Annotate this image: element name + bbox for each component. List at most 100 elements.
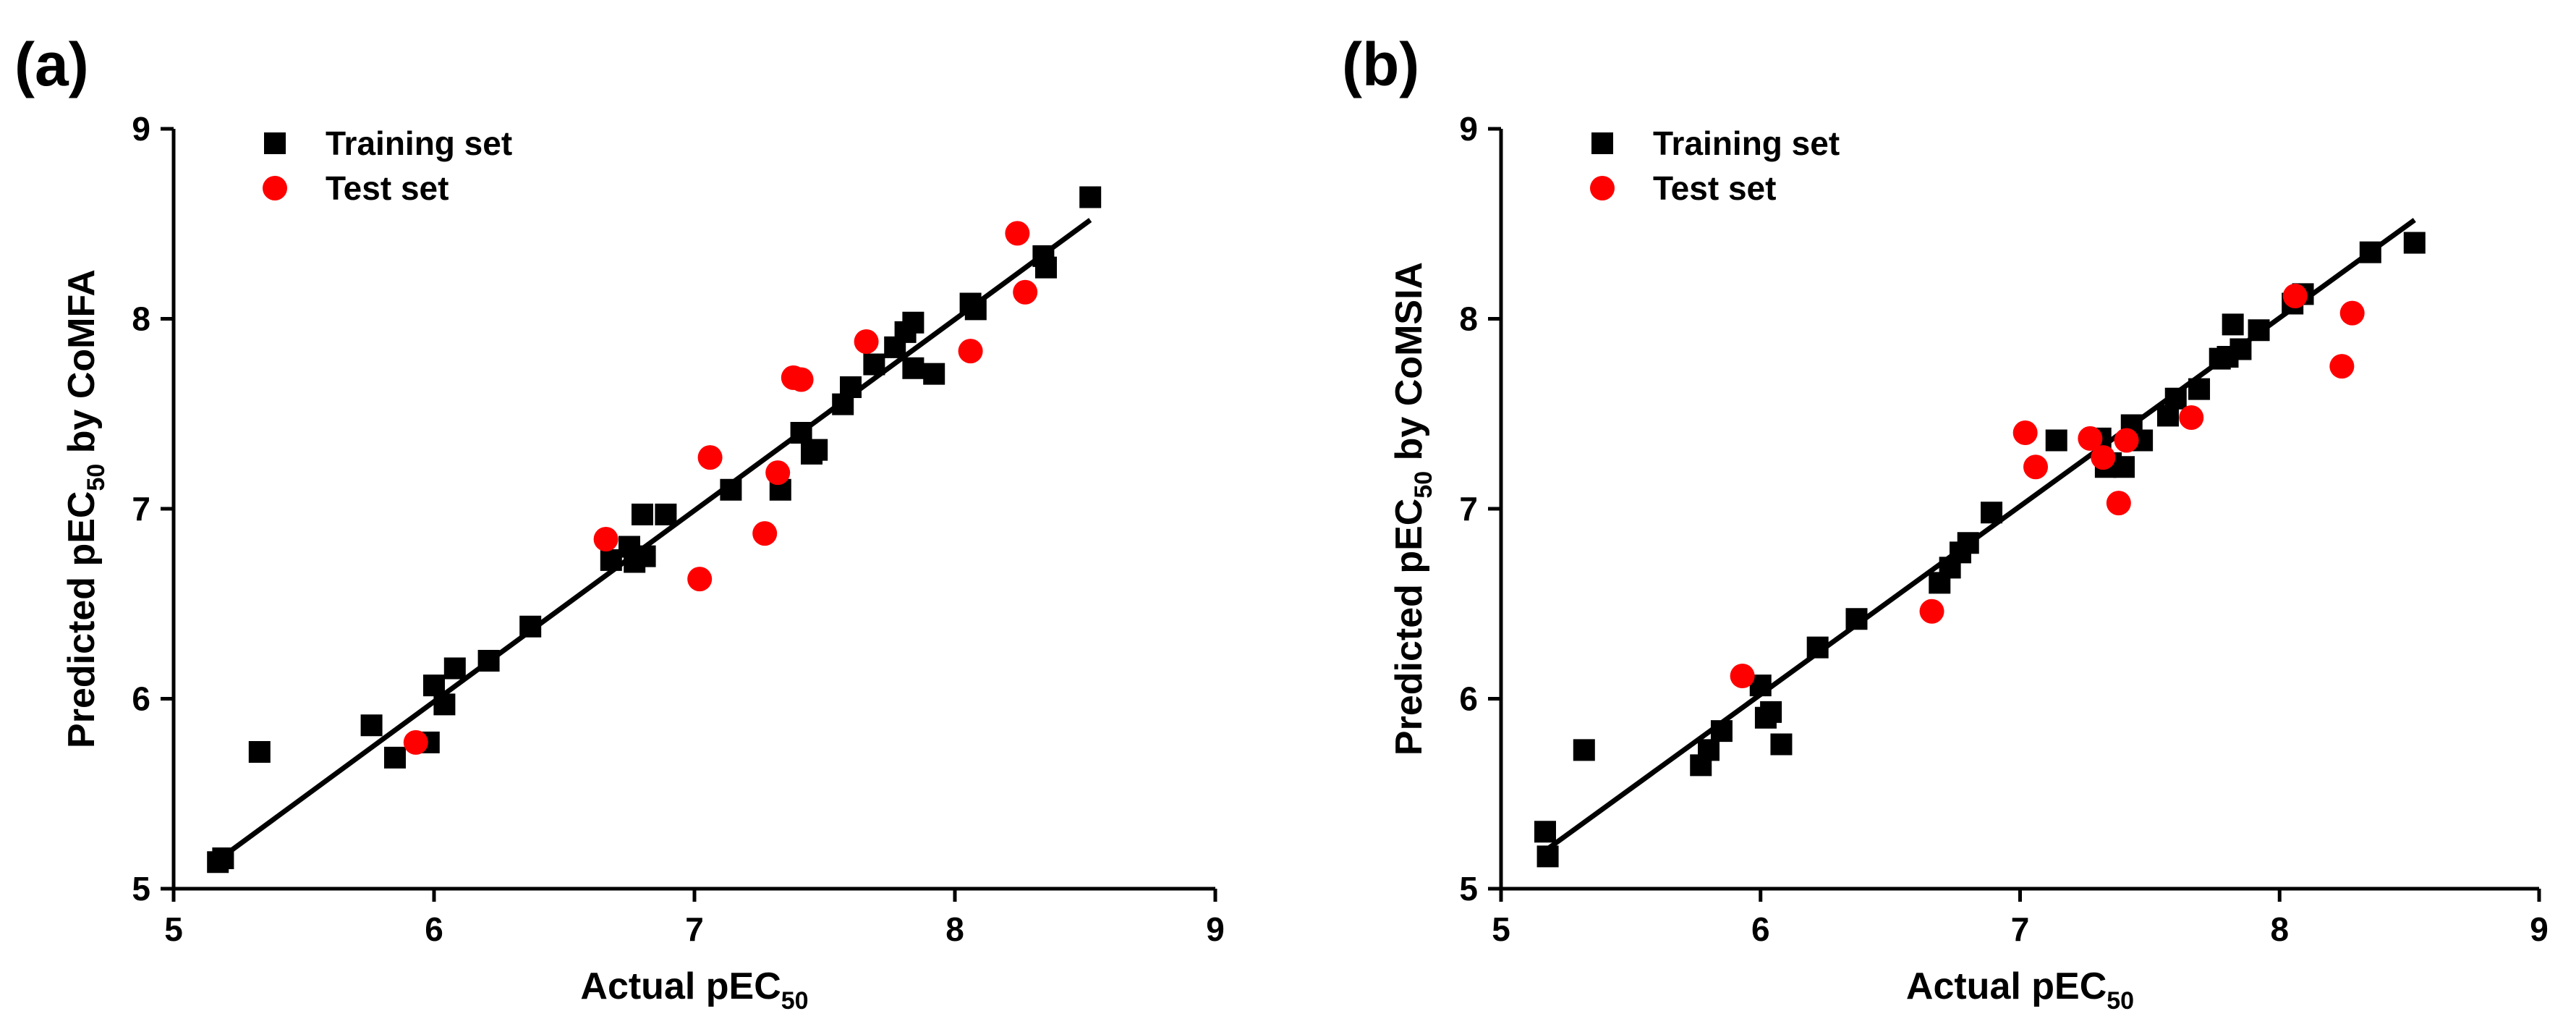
legend-square-marker <box>1591 132 1613 154</box>
test-point <box>2114 428 2139 453</box>
panel-label: (a) <box>14 30 89 98</box>
training-point <box>519 615 542 638</box>
training-point <box>1845 608 1868 630</box>
training-point <box>2045 429 2067 452</box>
training-point <box>2113 456 2135 478</box>
training-point <box>1573 739 1595 761</box>
test-point <box>1730 664 1755 688</box>
y-tick-label: 5 <box>1459 870 1478 908</box>
test-point <box>593 527 619 551</box>
legend-square-marker <box>264 132 286 154</box>
training-point <box>902 357 924 379</box>
training-point <box>655 503 677 525</box>
training-point <box>1981 502 2003 524</box>
x-axis-title-main: Actual pEC <box>1906 965 2107 1007</box>
training-point <box>720 478 742 501</box>
x-axis-title-subscript: 50 <box>2107 987 2134 1015</box>
test-point <box>2339 300 2365 326</box>
x-axis-title: Actual pEC50 <box>580 965 808 1015</box>
test-point <box>2179 405 2204 430</box>
x-axis-title-subscript: 50 <box>781 987 809 1015</box>
test-point <box>1005 221 1030 246</box>
legend-circle-marker <box>1590 176 1615 200</box>
training-point <box>634 545 656 567</box>
y-axis-title-subscript: 50 <box>82 464 110 491</box>
training-point <box>2248 319 2270 342</box>
training-point <box>923 363 945 385</box>
training-point <box>477 650 500 672</box>
training-point <box>806 439 828 461</box>
test-point <box>403 729 428 755</box>
training-point <box>1079 186 1102 208</box>
y-tick-label: 7 <box>1459 490 1478 528</box>
training-point <box>212 847 234 869</box>
training-point <box>1770 733 1793 756</box>
training-point <box>863 353 885 376</box>
test-point <box>788 367 814 392</box>
legend-label-training: Training set <box>1653 124 1840 162</box>
test-point <box>854 329 879 354</box>
test-point <box>765 460 791 486</box>
training-point <box>1035 256 1057 279</box>
regression-line <box>216 218 1092 863</box>
y-axis-title-main: Predicted pEC <box>61 491 103 748</box>
training-point <box>840 376 862 398</box>
y-tick-label: 6 <box>1459 680 1478 718</box>
y-axis-title-main: Predicted pEC <box>1388 499 1430 756</box>
y-tick-label: 5 <box>132 870 150 908</box>
legend-label-training: Training set <box>326 124 512 162</box>
training-point <box>443 657 466 680</box>
y-tick-label: 6 <box>132 680 150 718</box>
y-axis-title: Predicted pEC50 by CoMSIA <box>1388 262 1437 756</box>
test-point <box>687 567 713 592</box>
test-point <box>958 339 983 364</box>
x-tick-label: 6 <box>425 910 443 948</box>
test-point <box>2329 354 2355 379</box>
test-point <box>2012 420 2038 445</box>
training-point <box>2222 313 2244 336</box>
training-point <box>2229 338 2252 360</box>
legend-label-test: Test set <box>326 169 449 207</box>
test-point <box>697 445 723 470</box>
test-point <box>2078 426 2103 451</box>
legend-circle-marker <box>263 176 287 200</box>
training-point <box>384 746 406 769</box>
test-point <box>2091 445 2116 470</box>
training-point <box>1806 636 1829 659</box>
y-axis-title-subscript: 50 <box>1410 471 1437 499</box>
x-axis-title: Actual pEC50 <box>1906 965 2134 1015</box>
training-point <box>1698 739 1720 761</box>
x-tick-label: 8 <box>2270 910 2289 948</box>
training-point <box>600 549 622 571</box>
training-point <box>2403 232 2426 254</box>
legend-label-test: Test set <box>1653 169 1776 207</box>
y-tick-label: 8 <box>1459 300 1478 338</box>
test-point <box>1919 599 1944 624</box>
training-point <box>2164 387 2187 410</box>
x-tick-label: 9 <box>1206 910 1225 948</box>
x-tick-label: 6 <box>1751 910 1770 948</box>
training-point <box>248 741 271 763</box>
x-tick-label: 5 <box>164 910 183 948</box>
training-point <box>1534 821 1556 843</box>
regression-line <box>1543 218 2416 853</box>
test-point <box>2106 491 2131 516</box>
panel-label: (b) <box>1342 30 1419 98</box>
test-point <box>1013 279 1038 305</box>
y-axis-title: Predicted pEC50 by CoMFA <box>61 269 110 748</box>
training-point <box>902 311 924 334</box>
x-tick-label: 7 <box>685 910 704 948</box>
training-point <box>632 503 653 525</box>
y-axis-title-suffix: by CoMSIA <box>1388 262 1430 471</box>
training-point <box>1957 532 1979 554</box>
training-point <box>1760 701 1782 723</box>
x-tick-label: 9 <box>2530 910 2549 948</box>
x-axis-title-main: Actual pEC <box>580 965 781 1007</box>
test-point <box>2023 454 2049 480</box>
test-point <box>752 521 778 546</box>
y-tick-label: 8 <box>132 300 150 338</box>
training-point <box>2359 241 2381 263</box>
